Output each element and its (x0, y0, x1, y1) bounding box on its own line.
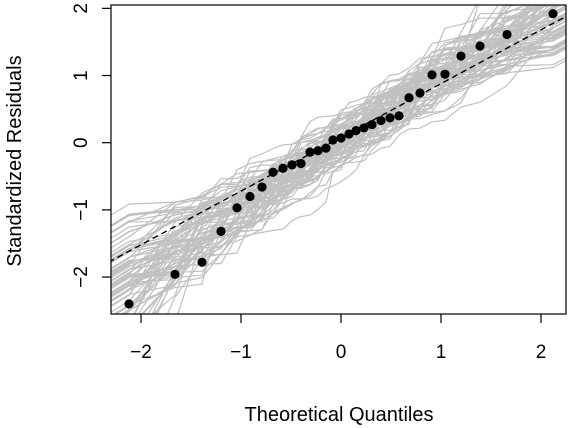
data-point (232, 203, 242, 213)
envelope-line (155, 5, 547, 314)
envelope-line (111, 5, 530, 307)
envelope-line (151, 5, 540, 314)
data-point (359, 123, 369, 133)
y-tick-label: 1 (71, 70, 92, 81)
envelope-line (156, 20, 566, 314)
y-tick-label: −1 (71, 199, 92, 221)
y-tick-label: 2 (71, 3, 92, 14)
data-point (548, 9, 558, 19)
envelope-line (147, 20, 566, 314)
envelope-line (111, 14, 566, 249)
x-tick-label: 0 (336, 342, 347, 363)
data-point (278, 163, 288, 173)
data-point (502, 29, 512, 40)
data-point (427, 70, 437, 80)
data-point (376, 115, 386, 126)
data-point (305, 147, 315, 157)
data-point (404, 93, 414, 103)
envelope-line (133, 40, 566, 314)
y-tick-label: −2 (71, 266, 92, 288)
data-point (296, 158, 306, 169)
envelope-line (111, 5, 505, 270)
data-point (475, 41, 485, 51)
y-axis-title: Standardized Residuals (4, 55, 26, 266)
data-points (124, 9, 558, 309)
x-tick-label: −1 (230, 342, 252, 363)
data-point (216, 226, 226, 236)
data-point (170, 269, 180, 279)
data-point (197, 257, 207, 267)
data-point (287, 160, 297, 170)
envelope-line (177, 5, 564, 314)
x-tick-label: 1 (436, 342, 447, 363)
data-point (321, 143, 331, 153)
y-axis: −2 −1 0 1 2 (71, 3, 111, 288)
envelope-line (111, 14, 566, 308)
envelope-line (138, 5, 541, 314)
data-point (257, 182, 267, 192)
data-point (245, 191, 255, 202)
plot-frame (110, 4, 567, 315)
envelope-line (111, 28, 566, 307)
x-tick-label: 2 (536, 342, 547, 363)
data-point (367, 119, 377, 130)
data-point (415, 88, 425, 98)
x-axis: −2 −1 0 1 2 (130, 314, 546, 363)
data-point (385, 113, 395, 123)
data-point (313, 146, 323, 156)
data-point (328, 135, 338, 145)
simulation-envelope (111, 5, 566, 314)
envelope-line (111, 5, 527, 216)
x-tick-label: −2 (130, 342, 152, 363)
data-point (351, 126, 361, 136)
data-point (456, 51, 466, 61)
x-axis-title: Theoretical Quantiles (245, 404, 434, 426)
data-point (344, 129, 354, 139)
data-point (440, 69, 450, 79)
y-tick-label: 0 (71, 137, 92, 148)
data-point (336, 133, 346, 143)
data-point (124, 299, 134, 309)
data-point (268, 167, 278, 177)
envelope-line (121, 18, 566, 314)
data-point (394, 111, 404, 121)
